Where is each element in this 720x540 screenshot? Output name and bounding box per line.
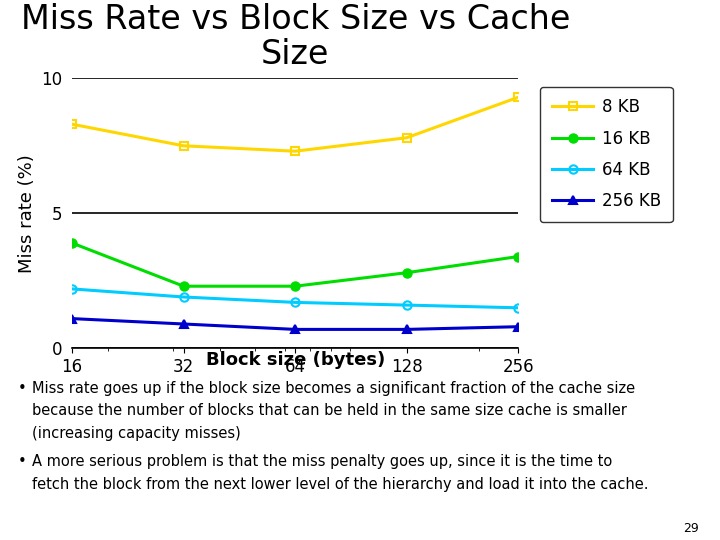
16 KB <box>514 253 523 260</box>
64 KB <box>68 286 76 292</box>
Text: fetch the block from the next lower level of the hierarchy and load it into the : fetch the block from the next lower leve… <box>32 477 649 492</box>
256 KB <box>291 326 300 333</box>
16 KB <box>68 240 76 246</box>
64 KB <box>514 305 523 311</box>
Text: 29: 29 <box>683 522 698 535</box>
8 KB <box>402 134 411 141</box>
16 KB <box>179 283 188 289</box>
8 KB <box>179 143 188 149</box>
256 KB <box>514 323 523 330</box>
Y-axis label: Miss rate (%): Miss rate (%) <box>17 154 35 273</box>
Text: Block size (bytes): Block size (bytes) <box>206 351 384 369</box>
Line: 256 KB: 256 KB <box>68 314 523 334</box>
256 KB <box>402 326 411 333</box>
8 KB <box>68 121 76 127</box>
Text: (increasing capacity misses): (increasing capacity misses) <box>32 426 241 441</box>
64 KB <box>402 302 411 308</box>
Text: •: • <box>18 381 27 396</box>
Line: 8 KB: 8 KB <box>68 93 523 156</box>
Text: A more serious problem is that the miss penalty goes up, since it is the time to: A more serious problem is that the miss … <box>32 454 613 469</box>
Line: 16 KB: 16 KB <box>68 239 523 291</box>
8 KB <box>291 148 300 154</box>
Line: 64 KB: 64 KB <box>68 285 523 312</box>
16 KB <box>291 283 300 289</box>
Text: Miss rate goes up if the block size becomes a significant fraction of the cache : Miss rate goes up if the block size beco… <box>32 381 636 396</box>
64 KB <box>179 294 188 300</box>
Text: •: • <box>18 454 27 469</box>
16 KB <box>402 269 411 276</box>
Text: Miss Rate vs Block Size vs Cache
Size: Miss Rate vs Block Size vs Cache Size <box>20 3 570 71</box>
Legend: 8 KB, 16 KB, 64 KB, 256 KB: 8 KB, 16 KB, 64 KB, 256 KB <box>540 86 672 222</box>
64 KB <box>291 299 300 306</box>
256 KB <box>68 315 76 322</box>
8 KB <box>514 94 523 100</box>
256 KB <box>179 321 188 327</box>
Text: because the number of blocks that can be held in the same size cache is smaller: because the number of blocks that can be… <box>32 403 627 418</box>
